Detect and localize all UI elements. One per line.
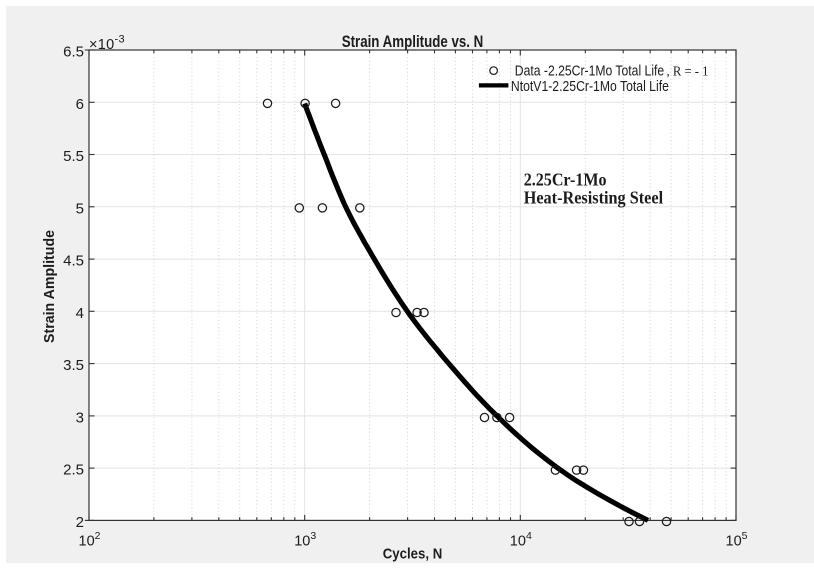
svg-text:Strain Amplitude vs. N: Strain Amplitude vs. N [342,33,484,51]
svg-text:2.25Cr-1Mo: 2.25Cr-1Mo [524,169,607,189]
svg-text:4.5: 4.5 [63,253,84,270]
svg-text:Data -2.25Cr-1Mo Total Life: Data -2.25Cr-1Mo Total Life [515,63,664,79]
svg-text:4: 4 [76,305,84,322]
svg-text:Strain Amplitude: Strain Amplitude [41,230,58,343]
svg-text:, R = - 1: , R = - 1 [667,64,709,79]
svg-text:Heat-Resisting Steel: Heat-Resisting Steel [524,187,663,207]
svg-text:2: 2 [76,514,84,531]
svg-text:5: 5 [76,200,84,217]
svg-text:3: 3 [76,410,84,427]
svg-text:NtotV1-2.25Cr-1Mo Total Life: NtotV1-2.25Cr-1Mo Total Life [511,79,669,95]
svg-text:5.5: 5.5 [63,148,84,165]
svg-text:3.5: 3.5 [63,357,84,374]
svg-text:6.5: 6.5 [63,44,84,61]
svg-text:6: 6 [76,96,84,113]
svg-text:Cycles, N: Cycles, N [383,545,443,562]
svg-text:2.5: 2.5 [63,462,84,479]
